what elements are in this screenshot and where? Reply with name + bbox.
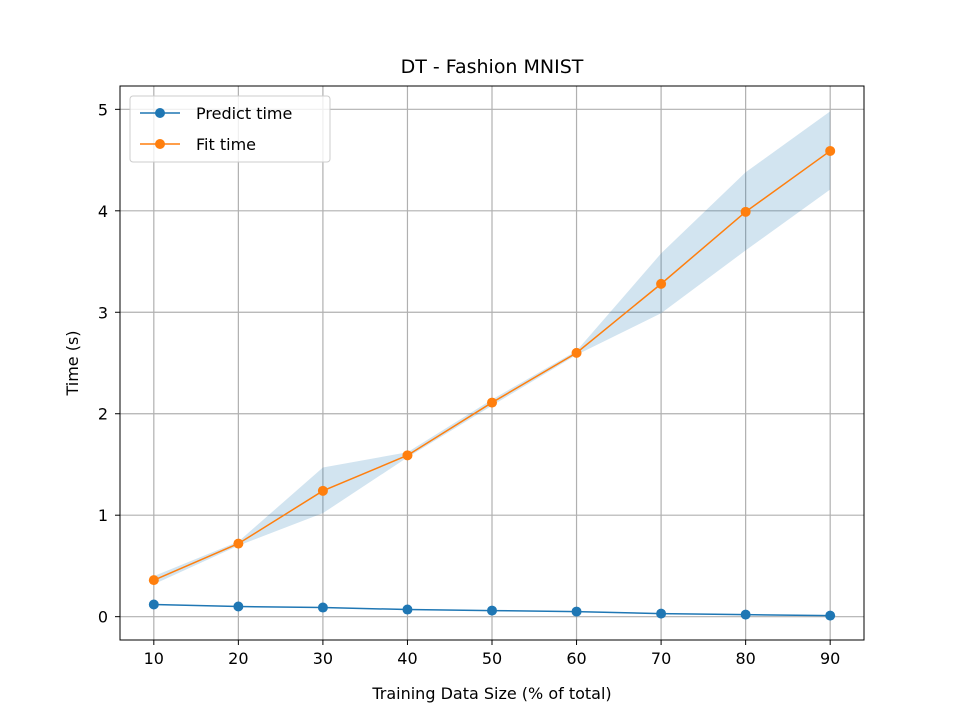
x-tick-label: 40 [397,649,417,668]
y-axis-ticks: 0 1 2 3 4 5 [98,100,120,627]
legend: Predict time Fit time [129,95,331,163]
x-tick-label: 10 [144,649,164,668]
predict-time-point [571,606,582,617]
x-tick-label: 60 [566,649,586,668]
x-tick-label: 30 [313,649,333,668]
fit-time-point [825,145,836,156]
fit-time-point [740,206,751,217]
predict-time-point [402,604,413,615]
predict-time-point [656,608,667,619]
x-tick-label: 80 [735,649,755,668]
legend-label-predict: Predict time [196,104,292,123]
fit-time-point [571,347,582,358]
legend-label-fit: Fit time [196,135,256,154]
x-axis-ticks: 10 20 30 40 50 60 70 80 90 [144,640,840,668]
legend-marker-predict [155,108,165,118]
fit-time-point [317,485,328,496]
y-tick-label: 4 [98,202,108,221]
x-tick-label: 70 [651,649,671,668]
fit-time-point [402,450,413,461]
grid-lines [120,86,864,640]
predict-time-point [825,610,836,621]
x-tick-label: 20 [228,649,248,668]
predict-time-point [233,601,244,612]
predict-time-point [740,609,751,620]
y-tick-label: 2 [98,405,108,424]
series-markers [148,145,836,621]
y-tick-label: 5 [98,100,108,119]
y-tick-label: 1 [98,506,108,525]
x-tick-label: 50 [482,649,502,668]
fit-time-point [487,397,497,408]
predict-time-point [317,602,328,613]
predict-time-point [148,599,159,610]
fit-time-point [233,538,244,549]
fit-time-point [656,278,667,289]
y-axis-label: Time (s) [63,330,82,396]
y-tick-label: 3 [98,303,108,322]
legend-marker-fit [155,139,165,149]
chart-title: DT - Fashion MNIST [401,56,584,78]
fit-time-point [148,575,159,586]
x-axis-label: Training Data Size (% of total) [371,684,611,703]
predict-time-point [487,605,497,616]
y-tick-label: 0 [98,608,108,627]
x-tick-label: 90 [820,649,840,668]
